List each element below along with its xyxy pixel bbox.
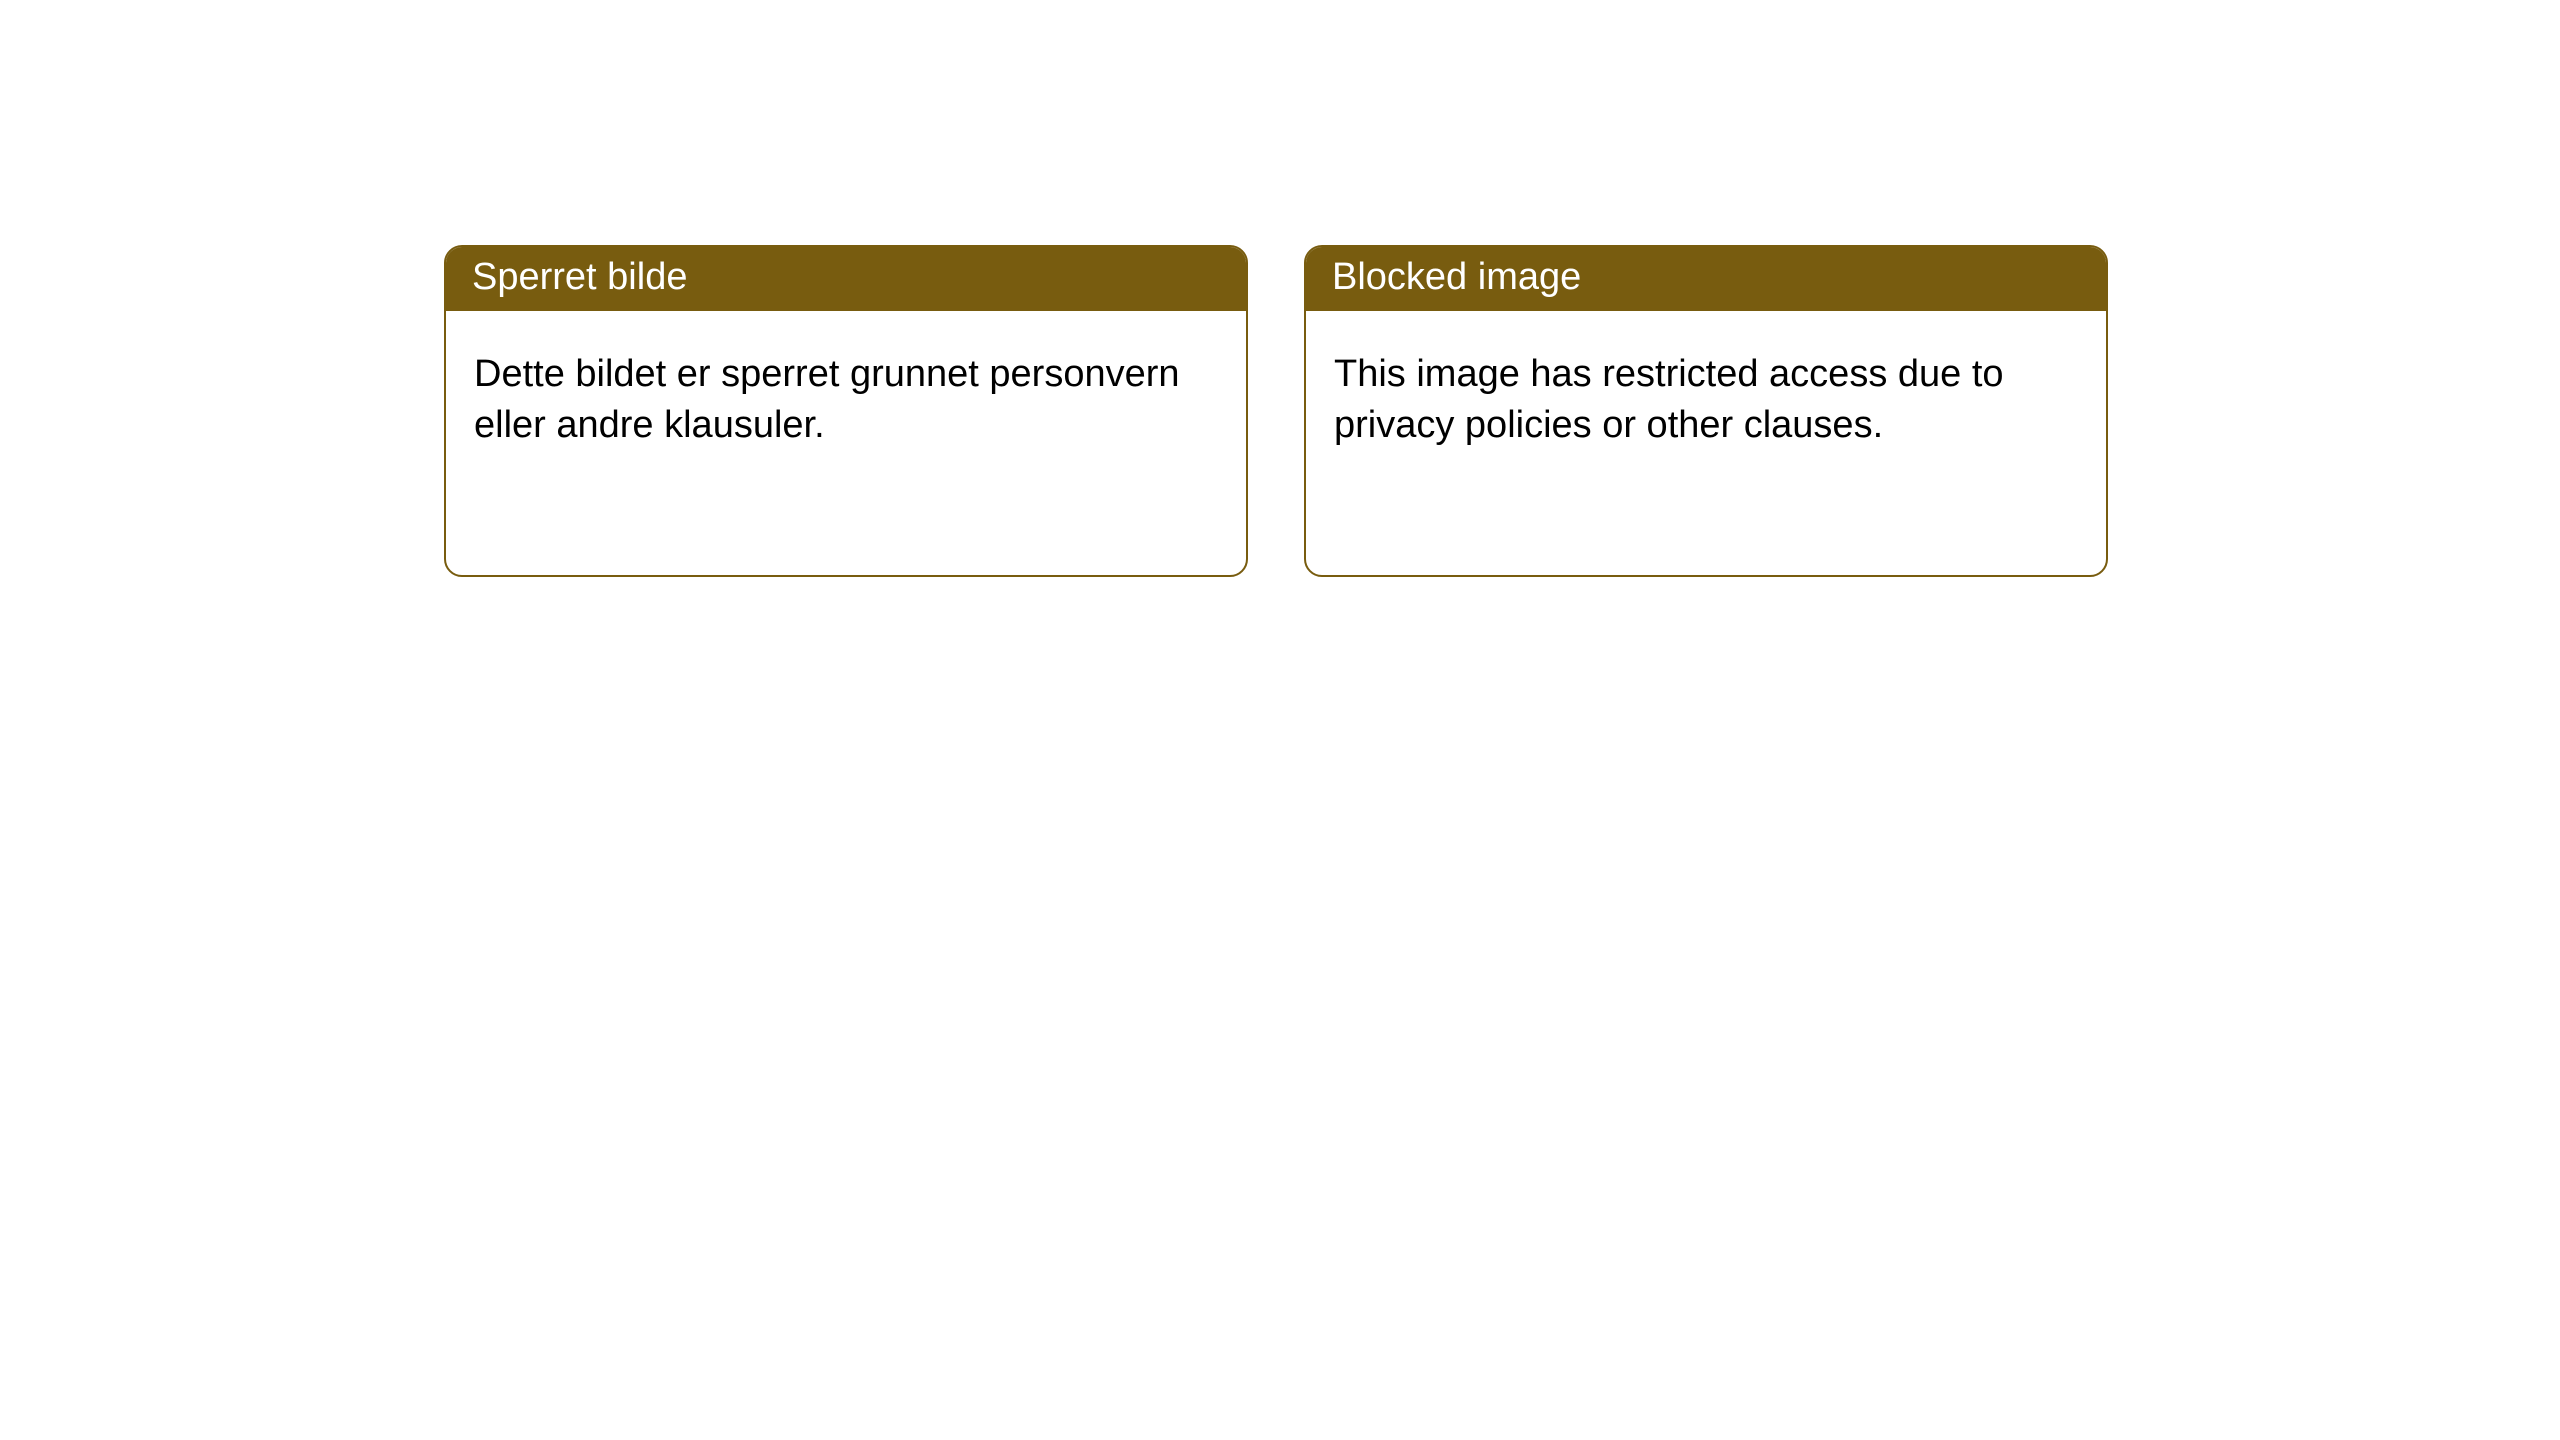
card-message: This image has restricted access due to … xyxy=(1334,353,2004,446)
card-body: This image has restricted access due to … xyxy=(1306,311,2106,480)
notice-card-english: Blocked image This image has restricted … xyxy=(1304,245,2108,577)
card-header: Sperret bilde xyxy=(446,247,1246,311)
card-header: Blocked image xyxy=(1306,247,2106,311)
notice-card-norwegian: Sperret bilde Dette bildet er sperret gr… xyxy=(444,245,1248,577)
card-message: Dette bildet er sperret grunnet personve… xyxy=(474,353,1180,446)
card-body: Dette bildet er sperret grunnet personve… xyxy=(446,311,1246,480)
card-title: Sperret bilde xyxy=(472,256,687,298)
notice-container: Sperret bilde Dette bildet er sperret gr… xyxy=(0,0,2560,577)
card-title: Blocked image xyxy=(1332,256,1581,298)
